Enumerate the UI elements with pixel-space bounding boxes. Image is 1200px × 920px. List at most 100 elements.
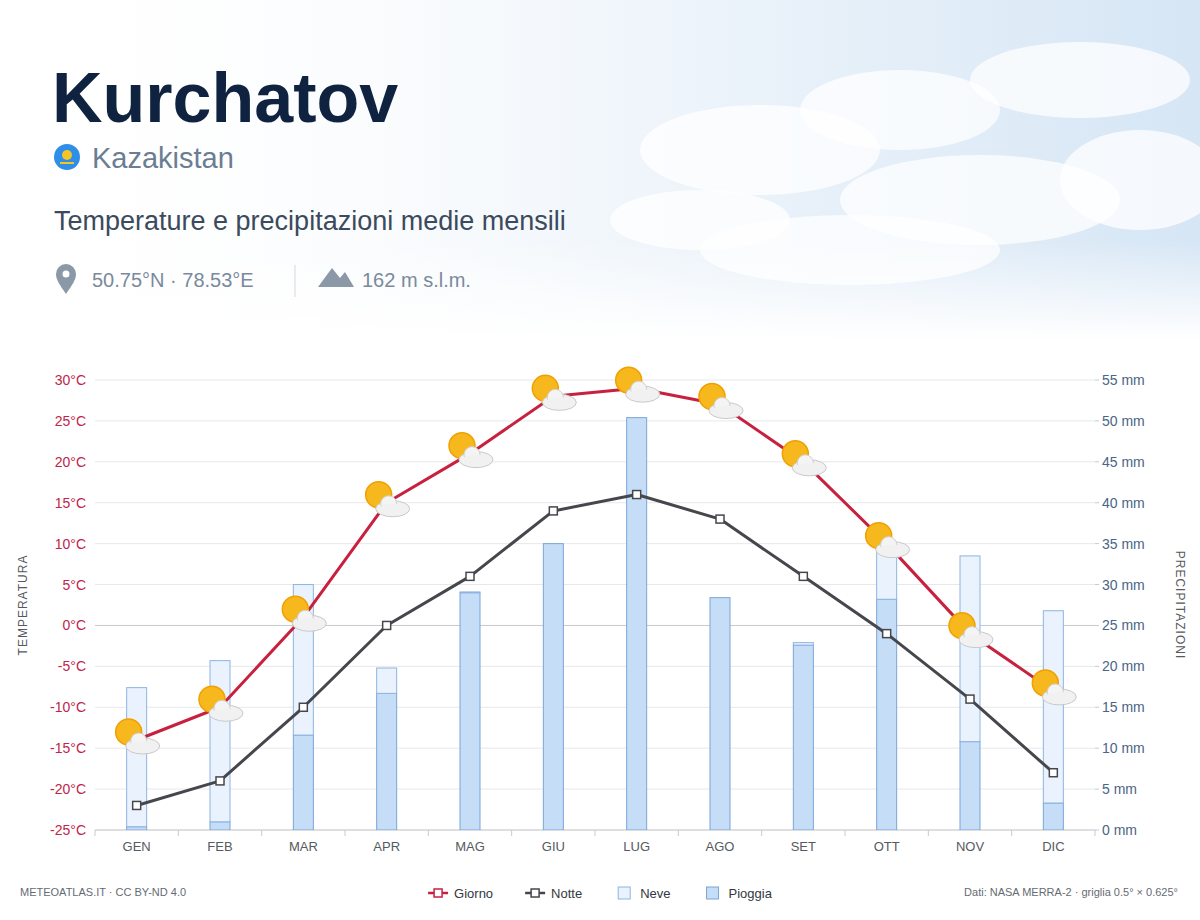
y2-tick-mark xyxy=(1095,543,1099,544)
grid-line xyxy=(95,380,1095,381)
sky-cloud xyxy=(970,42,1190,118)
bar-neve xyxy=(210,661,230,822)
y-axis-title: TEMPERATURA xyxy=(16,555,30,656)
icon-cloud xyxy=(1044,692,1074,704)
x-tick-label: GEN xyxy=(123,839,151,854)
y2-tick-mark xyxy=(1095,502,1099,503)
y2-tick-mark xyxy=(1095,584,1099,585)
icon-cloud xyxy=(711,406,741,418)
x-tick-label: LUG xyxy=(623,839,650,854)
marker-notte xyxy=(466,572,474,580)
y2-tick-mark xyxy=(1095,830,1099,831)
bar-pioggia xyxy=(793,645,813,830)
y-tick-label: 10°C xyxy=(55,536,86,552)
bar-pioggia xyxy=(460,593,480,830)
weather-icon xyxy=(1032,670,1076,705)
y-tick-label: 20°C xyxy=(55,454,86,470)
weather-icon xyxy=(782,441,826,476)
x-tick-mark xyxy=(511,830,512,836)
grid-line xyxy=(95,625,1095,626)
weather-icon xyxy=(616,367,660,402)
bar-neve xyxy=(377,668,397,693)
grid-line xyxy=(95,789,1095,790)
country: Kazakistan xyxy=(92,142,234,174)
sky-cloud xyxy=(1060,130,1200,230)
bar-pioggia xyxy=(293,735,313,830)
bar-neve xyxy=(460,591,480,593)
separator xyxy=(295,265,296,297)
marker-notte xyxy=(1049,769,1057,777)
marker-notte xyxy=(299,703,307,711)
bar-neve xyxy=(127,688,147,827)
flag xyxy=(54,144,80,170)
y-tick-label: 30°C xyxy=(55,372,86,388)
y2-tick-mark xyxy=(1095,380,1099,381)
weather-icon xyxy=(282,596,326,631)
y2-axis-title: PRECIPITAZIONI xyxy=(1173,551,1187,659)
legend-marker xyxy=(531,889,539,897)
y-tick-label: -20°C xyxy=(50,781,86,797)
weather-icon xyxy=(699,384,743,419)
pin-icon xyxy=(56,264,76,294)
y-tick-label: -10°C xyxy=(50,699,86,715)
mountain-icon xyxy=(318,268,354,287)
x-tick-mark xyxy=(1011,830,1012,836)
y2-tick-mark xyxy=(1095,420,1099,421)
bar-pioggia xyxy=(877,599,897,830)
marker-notte xyxy=(216,777,224,785)
y2-tick-label: 55 mm xyxy=(1102,372,1145,388)
icon-cloud xyxy=(544,397,574,409)
y2-tick-label: 15 mm xyxy=(1102,699,1145,715)
y2-tick-mark xyxy=(1095,789,1099,790)
legend-symbol xyxy=(707,887,719,899)
chart-root: KurchatovKazakistanTemperature e precipi… xyxy=(0,0,1200,920)
y2-tick-label: 10 mm xyxy=(1102,740,1145,756)
title: Kurchatov xyxy=(52,59,398,137)
pin-hole xyxy=(63,271,70,278)
y-tick-label: -5°C xyxy=(58,658,86,674)
y2-tick-mark xyxy=(1095,707,1099,708)
legend: GiornoNotteNevePioggia xyxy=(428,886,773,901)
legend-box xyxy=(618,887,630,899)
flag-wing xyxy=(60,162,74,164)
x-tick-mark xyxy=(95,830,96,836)
plot-area xyxy=(127,388,1064,830)
legend-marker xyxy=(434,889,442,897)
weather-icon xyxy=(949,613,993,648)
x-tick-label: OTT xyxy=(874,839,900,854)
weather-icon xyxy=(116,719,160,754)
y2-tick-label: 20 mm xyxy=(1102,658,1145,674)
y2-tick-mark xyxy=(1095,625,1099,626)
bar-pioggia xyxy=(627,418,647,830)
y2-tick-label: 25 mm xyxy=(1102,617,1145,633)
x-tick-label: MAG xyxy=(455,839,485,854)
marker-notte xyxy=(133,801,141,809)
line-giorno xyxy=(137,388,1054,740)
x-tick-mark xyxy=(845,830,846,836)
x-tick-label: SET xyxy=(791,839,816,854)
x-tick-mark xyxy=(1095,830,1096,836)
x-tick-label: NOV xyxy=(956,839,985,854)
marker-notte xyxy=(799,572,807,580)
bar-neve xyxy=(627,417,647,418)
legend-label: Giorno xyxy=(454,886,493,901)
icon-cloud xyxy=(794,463,824,475)
bar-neve xyxy=(960,556,980,742)
icon-cloud xyxy=(878,545,908,557)
legend-box xyxy=(707,887,719,899)
bar-neve xyxy=(710,597,730,598)
y2-tick-mark xyxy=(1095,748,1099,749)
sky xyxy=(0,0,1200,340)
y2-tick-label: 50 mm xyxy=(1102,413,1145,429)
y2-tick-mark xyxy=(1095,666,1099,667)
grid-line xyxy=(95,543,1095,544)
y2-tick-label: 35 mm xyxy=(1102,536,1145,552)
x-tick-mark xyxy=(345,830,346,836)
x-tick-label: FEB xyxy=(207,839,232,854)
x-tick-label: DIC xyxy=(1042,839,1064,854)
bar-pioggia xyxy=(1043,803,1063,830)
coordinates: 50.75°N · 78.53°E xyxy=(92,269,254,291)
grid-line xyxy=(95,748,1095,749)
marker-notte xyxy=(966,695,974,703)
y-tick-label: -15°C xyxy=(50,740,86,756)
